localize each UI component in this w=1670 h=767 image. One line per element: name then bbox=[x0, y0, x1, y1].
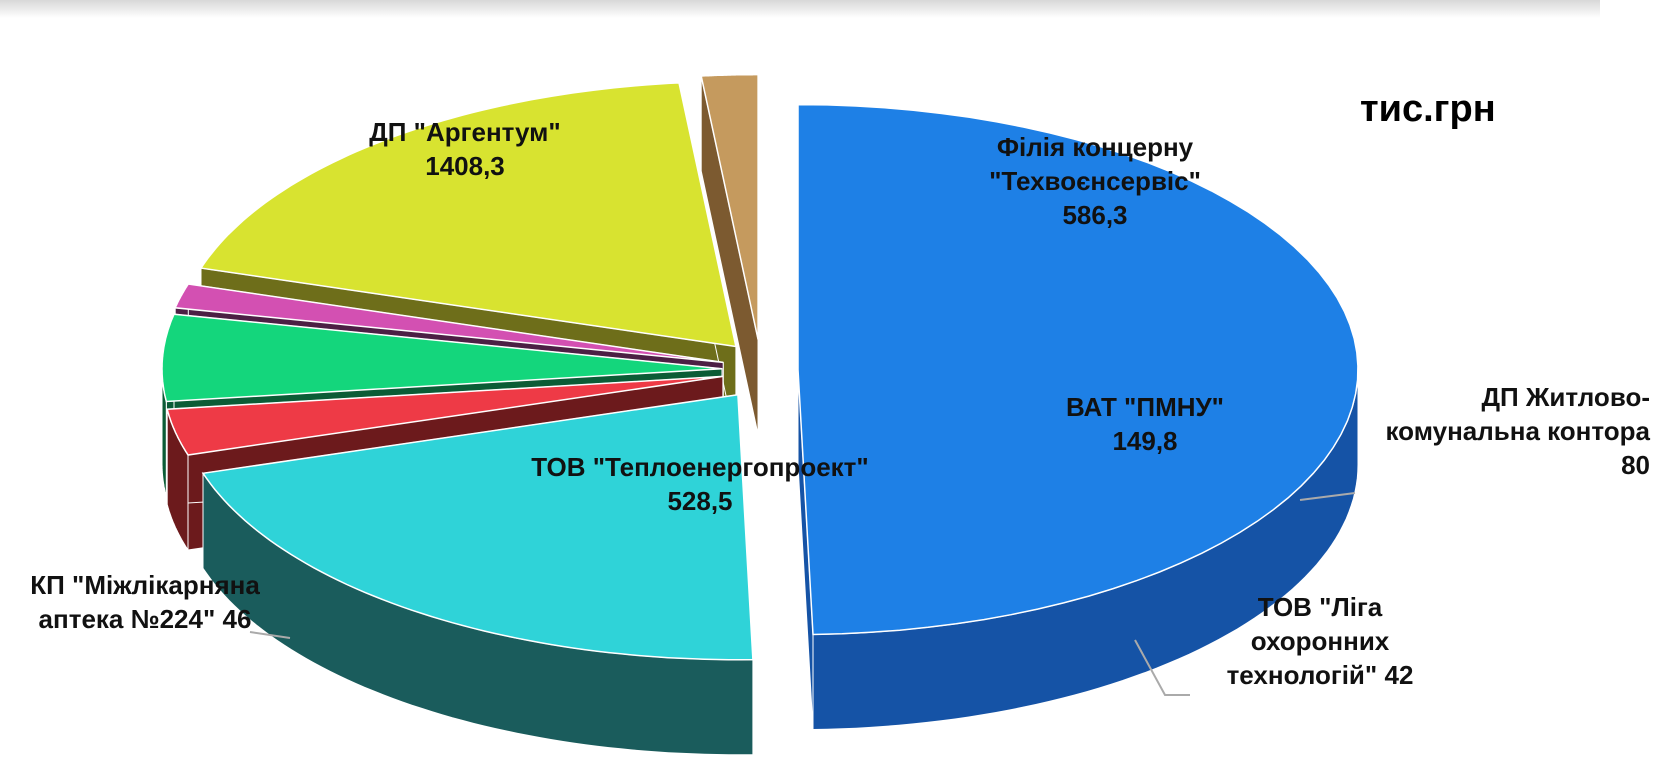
unit-label: тис.грн bbox=[1360, 88, 1496, 130]
category-label: Філія концерну "Техвоєнсервіс" bbox=[989, 132, 1201, 196]
category-label: ДП "Аргентум" bbox=[369, 117, 561, 147]
pie bbox=[161, 73, 1359, 756]
category-label: ДП Житлово-комунальна контора bbox=[1385, 382, 1650, 446]
header-bar bbox=[0, 0, 1600, 18]
category-label: ТОВ "Ліга охоронних технологій" bbox=[1226, 592, 1390, 690]
value-label: 149,8 bbox=[1112, 426, 1178, 456]
slice-label: ТОВ "Теплоенергопроект" 528,5 bbox=[500, 450, 900, 518]
slice-label: Філія концерну "Техвоєнсервіс" 586,3 bbox=[935, 130, 1255, 232]
slice-label: ДП "Аргентум" 1408,3 bbox=[300, 115, 630, 183]
category-label: ВАТ "ПМНУ" bbox=[1065, 392, 1225, 422]
leader-line bbox=[1299, 492, 1356, 501]
slice-top bbox=[161, 313, 723, 403]
slice bbox=[201, 393, 754, 756]
slice-label: ДП Житлово-комунальна контора 80 bbox=[1360, 380, 1650, 482]
slice-label: КП "Міжлікарняна аптека №224" 46 bbox=[20, 568, 270, 636]
leader-line bbox=[1134, 639, 1190, 696]
slice bbox=[700, 73, 759, 435]
category-label: КП "Міжлікарняна аптека №224" bbox=[30, 570, 260, 634]
value-label: 80 bbox=[1621, 450, 1650, 480]
slice-top bbox=[700, 73, 759, 340]
slice-label: ТОВ "Ліга охоронних технологій" 42 bbox=[1190, 590, 1450, 692]
slice bbox=[797, 103, 1359, 731]
slice-top bbox=[201, 393, 754, 661]
slice-top bbox=[797, 103, 1359, 636]
value-label: 1408,3 bbox=[425, 151, 505, 181]
leader-lines bbox=[249, 492, 1356, 696]
slice-top bbox=[199, 82, 737, 348]
value-label: 46 bbox=[222, 604, 252, 634]
slice-label: ВАТ "ПМНУ" 149,8 bbox=[1020, 390, 1270, 458]
value-label: 586,3 bbox=[1062, 200, 1128, 230]
value-label: 42 bbox=[1384, 660, 1414, 690]
leader-line bbox=[249, 631, 291, 639]
value-label: 528,5 bbox=[667, 486, 733, 516]
slice-top bbox=[174, 283, 724, 364]
category-label: ТОВ "Теплоенергопроект" bbox=[531, 452, 869, 482]
slice-top bbox=[166, 375, 724, 456]
